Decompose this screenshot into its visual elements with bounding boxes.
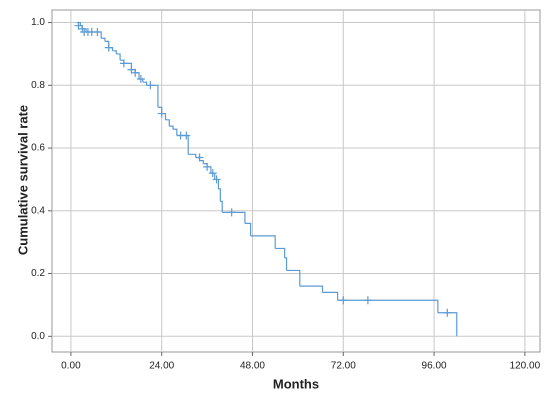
survival-step: [286, 269, 301, 287]
censor-mark: [212, 175, 221, 184]
censor-mark: [195, 153, 204, 162]
survival-step: [116, 53, 121, 61]
censor-mark: [203, 162, 212, 171]
survival-step: [173, 128, 178, 136]
survival-step: [250, 235, 276, 249]
survival-step: [76, 21, 81, 26]
survival-step: [220, 200, 223, 213]
censor-mark: [208, 169, 217, 178]
x-tick-label: 0.00: [61, 361, 81, 372]
censor-mark: [227, 208, 236, 217]
y-tick-label: 0.4: [31, 205, 45, 216]
censor-mark: [119, 59, 128, 68]
x-tick-label: 96.00: [422, 361, 447, 372]
censor-mark: [363, 296, 372, 305]
x-tick-label: 24.00: [149, 361, 174, 372]
x-axis-title: Months: [273, 376, 319, 391]
survival-step: [199, 160, 204, 164]
survival-step: [188, 153, 197, 158]
censor-mark: [157, 109, 166, 118]
x-tick-label: 120.00: [510, 361, 541, 372]
censor-mark: [146, 81, 155, 90]
censor-mark: [182, 131, 191, 140]
survival-step: [165, 119, 170, 127]
y-tick-label: 0.2: [31, 268, 45, 279]
survival-step: [169, 125, 174, 130]
censor-mark: [93, 27, 102, 36]
censor-mark: [136, 75, 145, 84]
plot-area: [51, 9, 541, 353]
survival-step: [244, 222, 252, 236]
y-tick-label: 1.0: [31, 17, 45, 28]
x-tick-label: 48.00: [240, 361, 265, 372]
survival-step: [275, 247, 286, 258]
y-axis-title: Cumulative survival rate: [15, 105, 30, 255]
survival-step: [101, 37, 106, 42]
y-tick-label: 0.0: [31, 331, 45, 342]
survival-step: [284, 257, 288, 271]
survival-step: [322, 291, 339, 301]
censor-mark: [339, 296, 348, 305]
y-tick-label: 0.6: [31, 143, 45, 154]
survival-step: [112, 50, 117, 54]
survival-step: [142, 81, 148, 86]
survival-step: [218, 188, 221, 202]
censor-mark: [104, 43, 113, 52]
survival-step: [299, 285, 324, 293]
censor-mark: [131, 68, 140, 77]
censor-mark: [443, 308, 452, 317]
y-tick-label: 0.8: [31, 80, 45, 91]
x-tick-label: 72.00: [331, 361, 356, 372]
